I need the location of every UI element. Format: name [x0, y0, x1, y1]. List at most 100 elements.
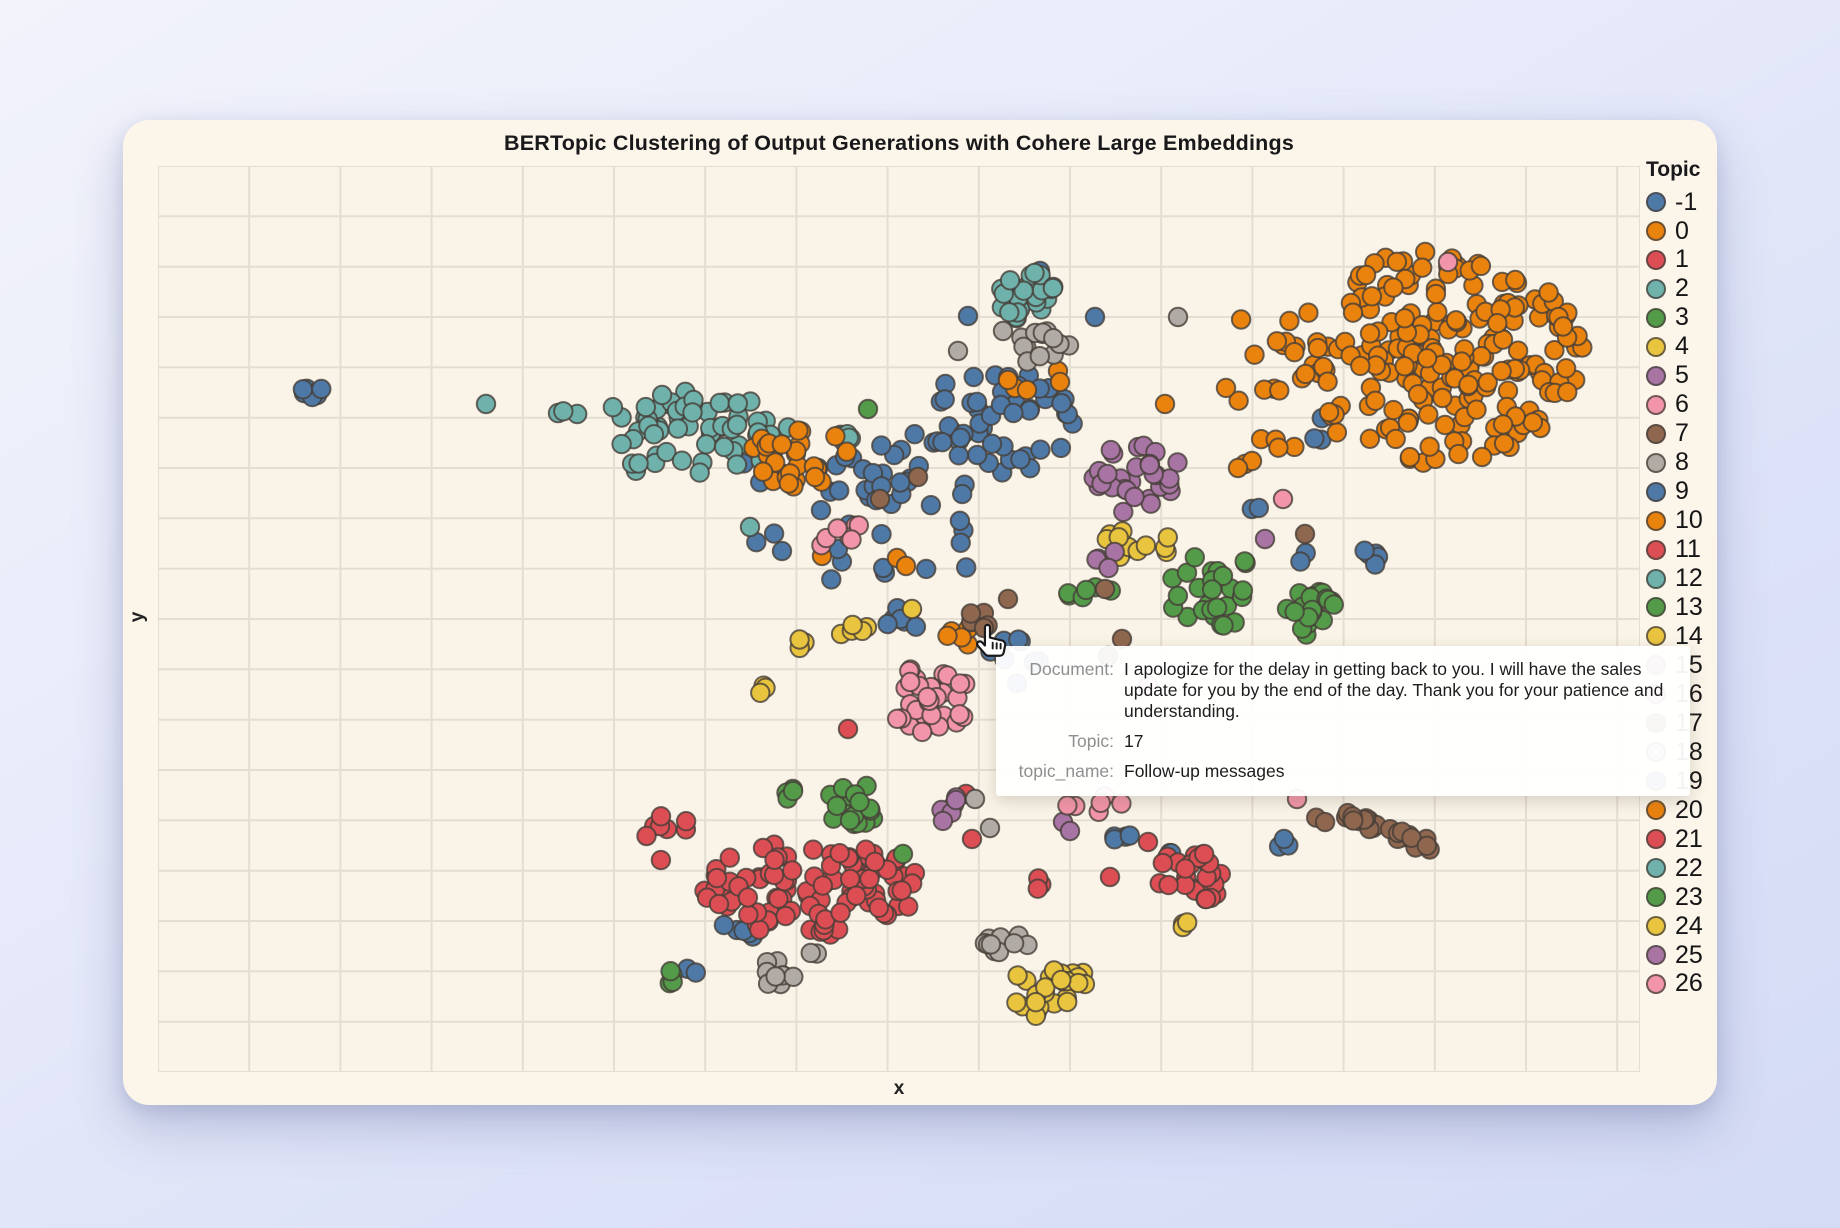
data-point[interactable] [1359, 323, 1381, 344]
data-point[interactable] [992, 320, 1014, 342]
legend-item-topic-21[interactable]: 21 [1646, 825, 1703, 853]
data-point[interactable] [980, 934, 1002, 955]
data-point[interactable] [635, 396, 656, 418]
data-point[interactable] [836, 441, 857, 462]
data-point[interactable] [475, 393, 497, 415]
data-point[interactable] [1418, 404, 1439, 425]
data-point[interactable] [887, 708, 908, 729]
data-point[interactable] [1175, 858, 1196, 879]
data-point[interactable] [1057, 991, 1078, 1013]
data-point[interactable] [656, 441, 677, 463]
data-point[interactable] [689, 462, 710, 483]
data-point[interactable] [650, 806, 672, 827]
data-point[interactable] [937, 625, 958, 646]
data-point[interactable] [948, 445, 969, 466]
data-point[interactable] [1298, 302, 1319, 323]
scatter-points[interactable] [292, 241, 1593, 1026]
data-point[interactable] [859, 868, 880, 890]
data-point[interactable] [709, 392, 730, 414]
data-point[interactable] [1365, 390, 1386, 412]
legend-item-topic-25[interactable]: 25 [1646, 941, 1703, 969]
data-point[interactable] [1137, 831, 1159, 853]
data-point[interactable] [1230, 309, 1252, 330]
data-point[interactable] [932, 810, 954, 832]
data-point[interactable] [979, 817, 1001, 839]
data-point[interactable] [1399, 446, 1421, 468]
data-point[interactable] [1176, 912, 1198, 933]
data-point[interactable] [1416, 348, 1438, 369]
data-point[interactable] [1157, 527, 1178, 548]
data-point[interactable] [827, 518, 848, 539]
data-point[interactable] [752, 461, 774, 482]
data-point[interactable] [950, 427, 971, 448]
data-point[interactable] [963, 366, 984, 388]
data-point[interactable] [900, 671, 921, 693]
data-point[interactable] [1167, 452, 1188, 473]
data-point[interactable] [1113, 501, 1134, 523]
data-point[interactable] [949, 673, 971, 694]
data-point[interactable] [750, 682, 771, 703]
data-point[interactable] [826, 795, 848, 816]
data-point[interactable] [800, 942, 821, 964]
data-point[interactable] [292, 379, 314, 400]
data-point[interactable] [1445, 310, 1467, 331]
data-point[interactable] [873, 557, 894, 579]
data-point[interactable] [782, 860, 803, 881]
data-point[interactable] [839, 810, 861, 831]
plot-area[interactable] [158, 166, 1640, 1072]
data-point[interactable] [1098, 557, 1119, 579]
data-point[interactable] [1184, 547, 1206, 568]
data-point[interactable] [916, 558, 937, 580]
data-point[interactable] [1477, 372, 1498, 393]
legend-item-topic-3[interactable]: 3 [1646, 304, 1689, 332]
data-point[interactable] [602, 397, 624, 418]
legend-item-topic-26[interactable]: 26 [1646, 970, 1703, 998]
data-point[interactable] [810, 500, 832, 521]
data-point[interactable] [895, 555, 917, 577]
data-point[interactable] [868, 897, 889, 918]
data-point[interactable] [778, 473, 799, 494]
data-point[interactable] [1232, 580, 1254, 601]
data-point[interactable] [1471, 446, 1493, 468]
data-point[interactable] [1318, 402, 1340, 423]
data-point[interactable] [1050, 437, 1072, 459]
data-point[interactable] [825, 426, 846, 447]
legend-item-topic-14[interactable]: 14 [1646, 622, 1703, 650]
data-point[interactable] [553, 401, 574, 422]
data-point[interactable] [1139, 454, 1160, 476]
data-point[interactable] [890, 472, 911, 493]
data-point[interactable] [1505, 269, 1526, 291]
data-point[interactable] [999, 302, 1020, 323]
data-point[interactable] [1119, 825, 1140, 846]
data-point[interactable] [846, 885, 867, 906]
data-point[interactable] [643, 424, 665, 445]
data-point[interactable] [1448, 443, 1469, 465]
data-point[interactable] [771, 434, 792, 455]
data-point[interactable] [966, 391, 988, 413]
data-point[interactable] [891, 880, 912, 901]
data-point[interactable] [1006, 992, 1027, 1013]
data-point[interactable] [952, 483, 973, 505]
data-point[interactable] [1471, 346, 1492, 367]
data-point[interactable] [1090, 792, 1111, 813]
legend-item-topic-5[interactable]: 5 [1646, 362, 1689, 390]
data-point[interactable] [871, 435, 892, 456]
data-point[interactable] [1010, 449, 1031, 470]
data-point[interactable] [1343, 810, 1364, 831]
data-point[interactable] [1030, 439, 1051, 460]
data-point[interactable] [789, 629, 810, 650]
data-point[interactable] [1135, 535, 1157, 556]
data-point[interactable] [726, 414, 748, 435]
data-point[interactable] [1492, 414, 1514, 435]
data-point[interactable] [1294, 523, 1316, 545]
data-point[interactable] [1227, 457, 1249, 479]
data-point[interactable] [997, 588, 1019, 610]
data-point[interactable] [1552, 316, 1574, 337]
data-point[interactable] [713, 914, 735, 936]
data-point[interactable] [869, 488, 891, 510]
data-point[interactable] [999, 270, 1021, 291]
data-point[interactable] [1284, 601, 1305, 622]
data-point[interactable] [871, 524, 892, 545]
legend-item-topic-8[interactable]: 8 [1646, 449, 1689, 477]
data-point[interactable] [932, 432, 953, 453]
